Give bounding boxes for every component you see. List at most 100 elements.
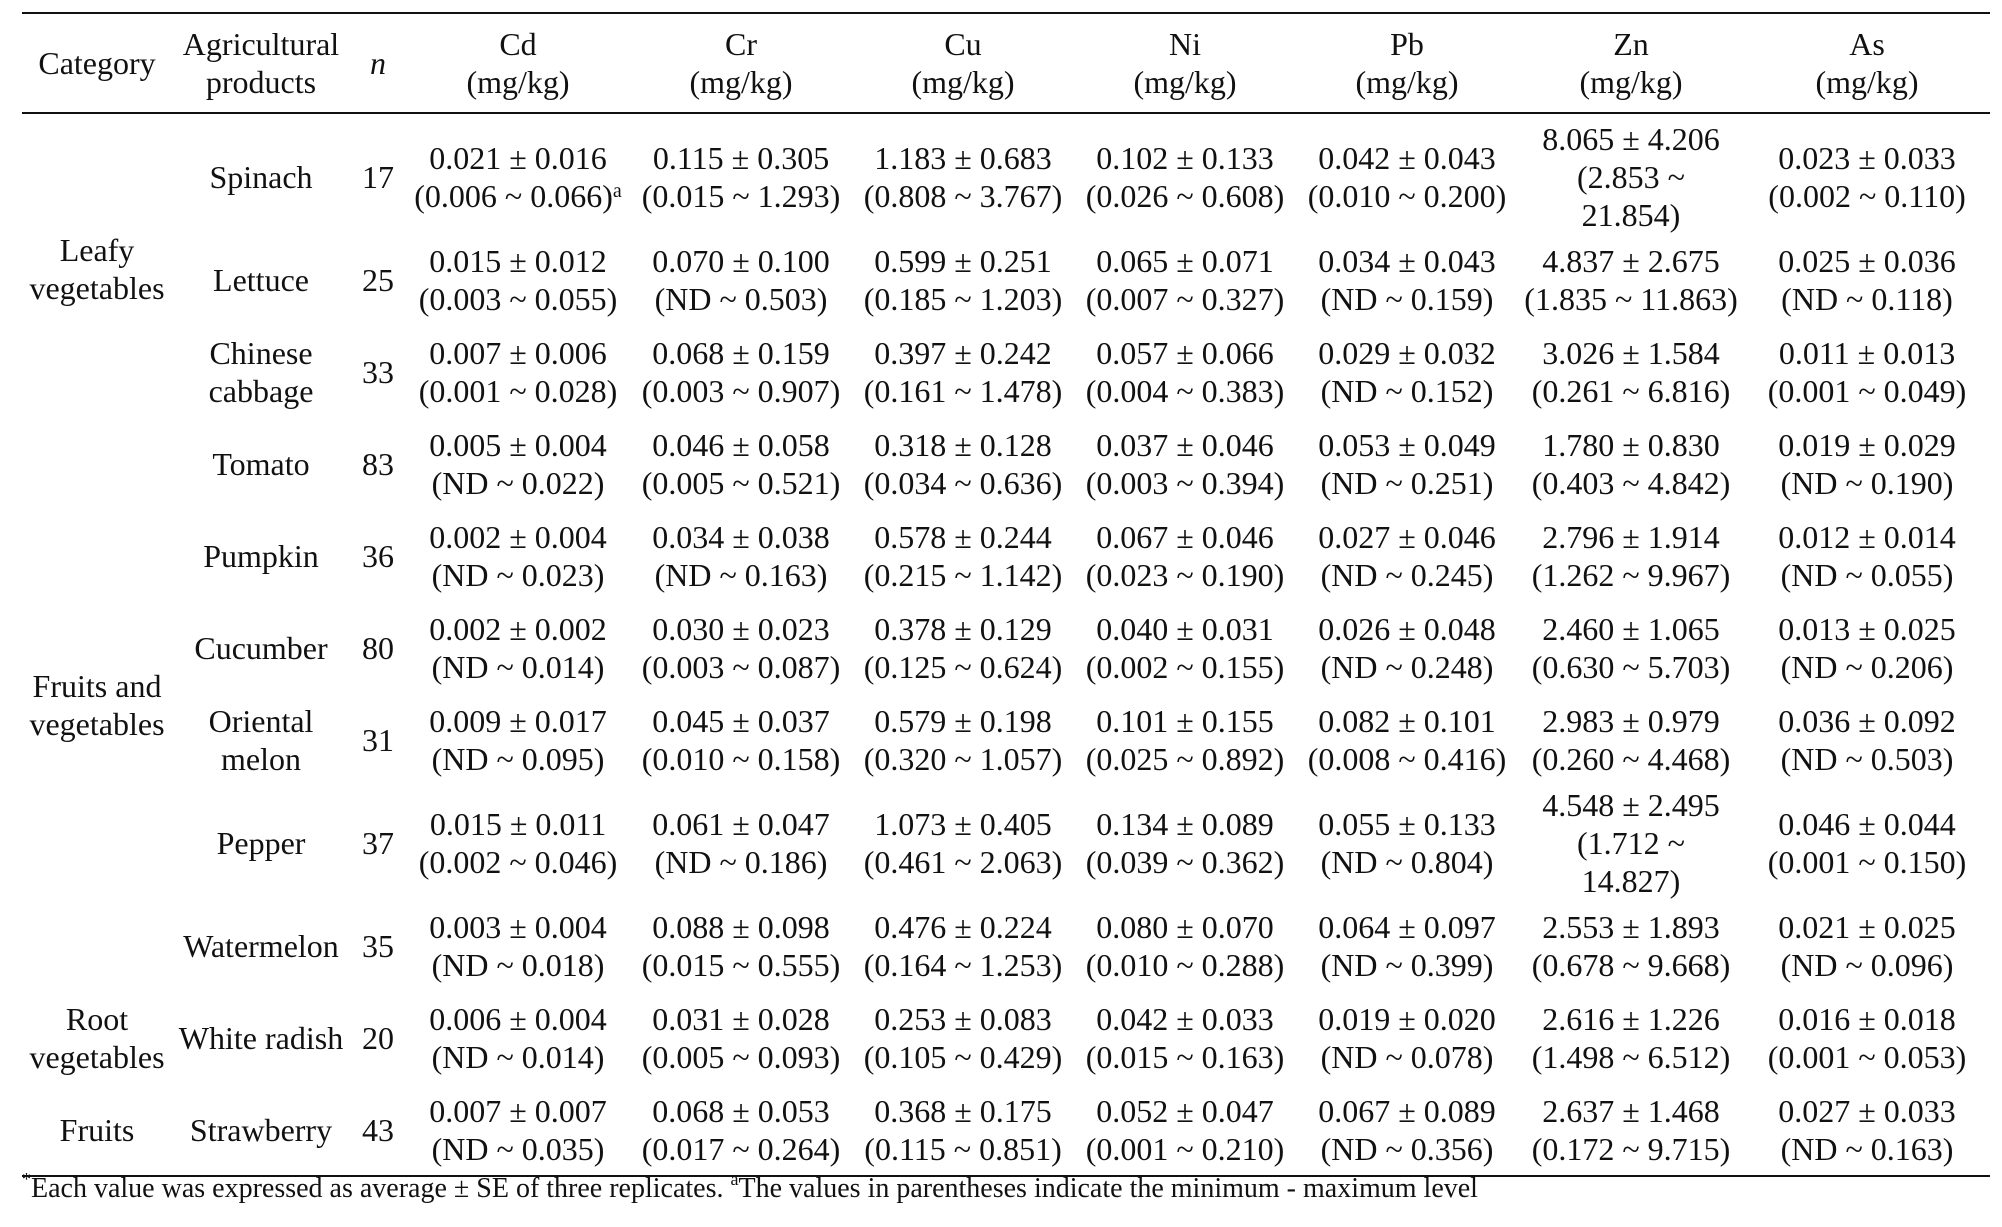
zn-mean: 3.026 ± 1.584 (1542, 335, 1720, 371)
pb-cell: 0.053 ± 0.049 (ND ~ 0.251) (1296, 418, 1518, 510)
zn-range: (0.678 ~ 9.668) (1531, 947, 1731, 983)
product-cell: Oriental melon (172, 694, 350, 786)
ni-range: (0.001 ~ 0.210) (1085, 1130, 1285, 1167)
as-mean: 0.011 ± 0.013 (1778, 335, 1956, 371)
header-n-label: n (370, 45, 386, 81)
cu-range: (0.320 ~ 1.057) (863, 741, 1063, 777)
cd-mean: 0.015 ± 0.012 (429, 243, 607, 279)
cu-range: (0.164 ~ 1.253) (863, 947, 1063, 983)
as-cell: 0.012 ± 0.014 (ND ~ 0.055) (1744, 510, 1990, 602)
as-cell: 0.021 ± 0.025 (ND ~ 0.096) (1744, 900, 1990, 992)
zn-range: (1.498 ~ 6.512) (1531, 1039, 1731, 1075)
as-cell: 0.011 ± 0.013 (0.001 ~ 0.049) (1744, 326, 1990, 418)
zn-cell: 2.616 ± 1.226 (1.498 ~ 6.512) (1518, 992, 1744, 1084)
as-range: (ND ~ 0.190) (1780, 465, 1954, 501)
zn-mean: 8.065 ± 4.206 (1542, 121, 1720, 157)
n-cell: 17 (350, 113, 406, 234)
as-range: (ND ~ 0.163) (1780, 1130, 1954, 1167)
as-mean: 0.021 ± 0.025 (1778, 909, 1956, 945)
product-cell: Tomato (172, 418, 350, 510)
cu-mean: 1.183 ± 0.683 (874, 140, 1052, 176)
cr-cell: 0.030 ± 0.023 (0.003 ~ 0.087) (630, 602, 852, 694)
cd-range: (0.006 ~ 0.066)a (406, 177, 630, 215)
zn-mean: 2.796 ± 1.914 (1542, 519, 1720, 555)
cd-cell: 0.002 ± 0.004 (ND ~ 0.023) (406, 510, 630, 602)
n-value: 17 (362, 159, 394, 195)
zn-cell: 3.026 ± 1.584 (0.261 ~ 6.816) (1518, 326, 1744, 418)
cd-range-text: (0.006 ~ 0.066) (414, 178, 613, 214)
category-label-line: vegetables (29, 706, 165, 742)
n-value: 37 (362, 825, 394, 861)
n-cell: 20 (350, 992, 406, 1084)
as-mean: 0.046 ± 0.044 (1778, 806, 1956, 842)
cd-range: (0.001 ~ 0.028) (418, 373, 618, 409)
product-name: Pepper (216, 825, 306, 861)
ni-mean: 0.042 ± 0.033 (1096, 1001, 1274, 1037)
pb-cell: 0.082 ± 0.101 (0.008 ~ 0.416) (1296, 694, 1518, 786)
ni-mean: 0.080 ± 0.070 (1096, 909, 1274, 945)
n-value: 83 (362, 446, 394, 482)
header-ni-unit: (mg/kg) (1133, 64, 1237, 100)
table-header-row: Category Agricultural products n Cd (mg/… (22, 13, 1990, 113)
as-cell: 0.023 ± 0.033 (0.002 ~ 0.110) (1744, 113, 1990, 234)
cu-range: (0.161 ~ 1.478) (863, 373, 1063, 409)
pb-mean: 0.067 ± 0.089 (1318, 1092, 1496, 1129)
zn-range: (1.262 ~ 9.967) (1531, 557, 1731, 593)
cr-mean: 0.045 ± 0.037 (652, 703, 830, 739)
as-cell: 0.025 ± 0.036 (ND ~ 0.118) (1744, 234, 1990, 326)
header-cr-unit: (mg/kg) (689, 64, 793, 100)
ni-mean: 0.134 ± 0.089 (1096, 806, 1274, 842)
cr-mean: 0.034 ± 0.038 (652, 519, 830, 555)
table-row: Leafy vegetables Spinach 17 0.021 ± 0.01… (22, 113, 1990, 306)
pb-mean: 0.064 ± 0.097 (1318, 909, 1496, 945)
n-cell: 36 (350, 510, 406, 602)
product-name: Spinach (209, 159, 313, 195)
pb-range: (ND ~ 0.356) (1320, 1130, 1494, 1167)
pb-mean: 0.027 ± 0.046 (1318, 519, 1496, 555)
category-label-line: Root (65, 1001, 129, 1037)
table-row: Root vegetables White radish 20 0.006 ± … (22, 992, 1990, 1084)
header-cu: Cu (mg/kg) (852, 13, 1074, 113)
header-zn-unit: (mg/kg) (1579, 64, 1683, 100)
category-label-line: vegetables (29, 1039, 165, 1075)
cu-cell: 1.183 ± 0.683 (0.808 ~ 3.767) (852, 113, 1074, 234)
ni-range: (0.003 ~ 0.394) (1085, 465, 1285, 501)
n-value: 80 (362, 630, 394, 666)
cu-mean: 0.397 ± 0.242 (874, 335, 1052, 371)
as-mean: 0.023 ± 0.033 (1778, 140, 1956, 176)
category-label-line: Leafy (59, 232, 135, 268)
pb-cell: 0.019 ± 0.020 (ND ~ 0.078) (1296, 992, 1518, 1084)
cr-range: (0.015 ~ 0.555) (641, 947, 841, 983)
cu-mean: 0.476 ± 0.224 (874, 909, 1052, 945)
cu-mean: 0.318 ± 0.128 (874, 427, 1052, 463)
as-mean: 0.016 ± 0.018 (1778, 1001, 1956, 1037)
as-range: (0.002 ~ 0.110) (1768, 178, 1966, 214)
cr-cell: 0.068 ± 0.053 (0.017 ~ 0.264) (630, 1084, 852, 1176)
zn-range: (0.630 ~ 5.703) (1531, 649, 1731, 685)
cr-cell: 0.061 ± 0.047 (ND ~ 0.186) (630, 786, 852, 900)
cr-range: (0.003 ~ 0.087) (641, 649, 841, 685)
cr-mean: 0.068 ± 0.159 (652, 335, 830, 371)
zn-cell: 4.837 ± 2.675 (1.835 ~ 11.863) (1518, 234, 1744, 326)
ni-cell: 0.067 ± 0.046 (0.023 ~ 0.190) (1074, 510, 1296, 602)
ni-range: (0.015 ~ 0.163) (1085, 1039, 1285, 1075)
header-category: Category (22, 13, 172, 113)
table-row: Lettuce 25 0.015 ± 0.012 (0.003 ~ 0.055) … (22, 234, 1990, 326)
as-range: (ND ~ 0.096) (1780, 947, 1954, 983)
category-label-line: Fruits and (32, 668, 162, 704)
product-name: Cucumber (194, 630, 328, 666)
cd-range: (ND ~ 0.014) (431, 1039, 605, 1075)
pb-range: (0.010 ~ 0.200) (1307, 178, 1507, 214)
heavy-metal-table: Category Agricultural products n Cd (mg/… (22, 12, 1990, 1177)
ni-range: (0.025 ~ 0.892) (1085, 741, 1285, 777)
as-mean: 0.027 ± 0.033 (1778, 1092, 1956, 1129)
product-cell: Strawberry (172, 1084, 350, 1176)
zn-mean: 4.548 ± 2.495 (1542, 787, 1720, 823)
header-cu-symbol: Cu (944, 26, 982, 62)
header-product: Agricultural products (172, 13, 350, 113)
zn-range-line2: 21.854) (1581, 197, 1681, 233)
header-zn: Zn (mg/kg) (1518, 13, 1744, 113)
cu-range: (0.115 ~ 0.851) (864, 1130, 1062, 1167)
product-cell: Pepper (172, 786, 350, 900)
cd-cell: 0.007 ± 0.006 (0.001 ~ 0.028) (406, 326, 630, 418)
